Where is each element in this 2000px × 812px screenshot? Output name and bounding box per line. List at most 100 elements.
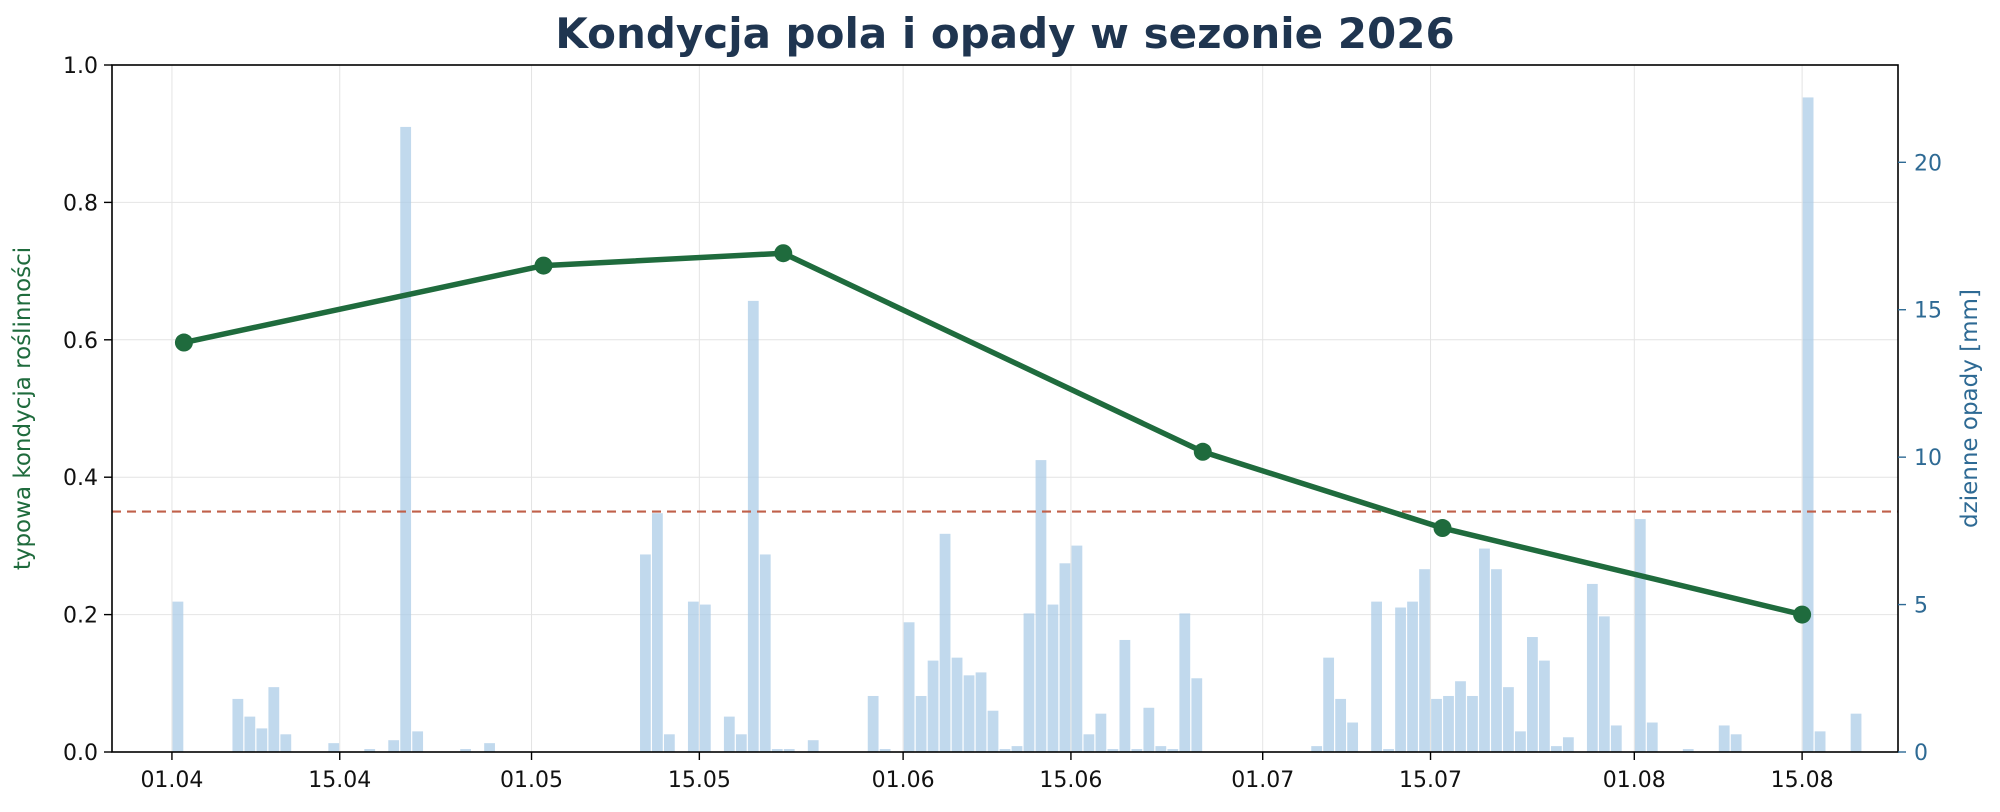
rain-bar	[172, 601, 184, 752]
y-left-tick-label: 0.6	[63, 329, 98, 354]
y-right-tick-label: 10	[1914, 446, 1942, 471]
y-left-tick-label: 0.4	[63, 466, 98, 491]
rain-bar	[939, 533, 951, 752]
rain-bar	[1814, 731, 1826, 752]
condition-point	[774, 244, 793, 263]
condition-line	[181, 250, 1805, 618]
rain-bar	[232, 698, 244, 752]
rain-bar	[1335, 698, 1347, 752]
rain-bar	[1395, 607, 1406, 752]
rain-bar	[1730, 734, 1742, 752]
rain-bar	[723, 716, 735, 752]
rain-bar	[400, 126, 412, 752]
rain-bar	[1023, 613, 1035, 752]
rain-bar	[364, 749, 376, 752]
x-tick-label: 01.05	[500, 768, 563, 793]
rain-bar	[1059, 563, 1071, 752]
rain-bar	[915, 695, 927, 752]
rain-bar	[1407, 601, 1418, 752]
rain-bar	[1071, 545, 1083, 752]
y-right-axis-label: dzienne opady [mm]	[1957, 289, 1983, 528]
grid-lines	[112, 64, 1898, 753]
rain-bar	[699, 604, 711, 752]
y-left-tick-label: 1.0	[63, 54, 98, 79]
rain-bar	[1479, 548, 1490, 752]
x-tick-label: 15.04	[308, 768, 371, 793]
rain-bar	[867, 695, 879, 752]
x-tick-label: 01.06	[872, 768, 935, 793]
rain-bar	[1539, 660, 1550, 752]
rain-bar	[640, 554, 651, 752]
rain-bar	[1850, 713, 1862, 752]
x-tick-label: 15.05	[668, 768, 731, 793]
rain-bar	[1131, 749, 1143, 752]
rain-bar	[687, 601, 699, 752]
rain-bar	[1527, 637, 1538, 752]
rain-bar	[759, 554, 771, 752]
rain-bar	[747, 300, 759, 752]
rain-bar	[1503, 687, 1514, 752]
rain-bar	[1167, 749, 1179, 752]
rain-bar	[1107, 749, 1119, 752]
rain-bar	[460, 749, 471, 752]
rain-bar	[1491, 569, 1502, 752]
axes: 0.0 0.2 0.4 0.6 0.8 1.0 0 5 10 15 20 01.04 15.04 01.0…	[63, 54, 1942, 793]
rain-bar	[1323, 657, 1335, 752]
x-tick-label: 01.08	[1603, 768, 1666, 793]
rain-bar	[1383, 749, 1394, 752]
condition-point	[1793, 605, 1812, 624]
rain-bar	[244, 716, 256, 752]
rain-bar	[1610, 725, 1622, 752]
rain-bar	[1035, 460, 1047, 752]
rain-bar	[328, 743, 340, 752]
rain-bar	[999, 749, 1011, 752]
rain-bar	[256, 728, 268, 752]
rain-bar	[1682, 749, 1694, 752]
condition-point	[534, 256, 553, 275]
y-left-axis-label: typowa kondycja roślinności	[10, 247, 36, 570]
rain-bar	[1718, 725, 1730, 752]
y-left-tick-label: 0.2	[63, 604, 98, 629]
rain-bar	[1143, 707, 1155, 752]
rain-bar	[1371, 601, 1382, 752]
rain-bar	[1515, 731, 1526, 752]
rain-bar	[735, 734, 747, 752]
rain-bar	[1347, 722, 1359, 752]
rain-bar	[951, 657, 963, 752]
rain-bar	[1095, 713, 1107, 752]
rain-bars	[172, 97, 1862, 753]
rain-bar	[771, 749, 783, 752]
rain-bar	[879, 749, 891, 752]
rain-bar	[1419, 569, 1430, 752]
x-tick-label: 15.07	[1399, 768, 1462, 793]
rain-bar	[807, 740, 819, 752]
rain-bar	[280, 734, 292, 752]
rain-bar	[1550, 746, 1562, 752]
rain-bar	[1155, 746, 1167, 752]
rain-bar	[1443, 695, 1454, 752]
x-tick-label: 15.08	[1771, 768, 1834, 793]
rain-bar	[1431, 698, 1442, 752]
rain-bar	[1119, 639, 1131, 752]
rain-bar	[1562, 737, 1574, 752]
rain-bar	[1455, 681, 1466, 752]
rain-bar	[1011, 746, 1023, 752]
rain-bar	[1802, 97, 1814, 753]
condition-series	[174, 244, 1812, 624]
rain-bar	[1634, 519, 1646, 752]
rain-bar	[1191, 678, 1203, 752]
rain-bar	[1586, 583, 1598, 752]
x-tick-label: 01.07	[1231, 768, 1294, 793]
x-tick-label: 15.06	[1039, 768, 1102, 793]
rain-bar	[412, 731, 424, 752]
rain-bar	[651, 513, 663, 752]
y-right-tick-label: 20	[1914, 151, 1942, 176]
rain-bar	[268, 687, 280, 752]
y-left-tick-label: 0.0	[63, 741, 98, 766]
rain-bar	[963, 675, 975, 752]
rain-bar	[663, 734, 675, 752]
rain-bar	[1083, 734, 1095, 752]
x-tick-label: 01.04	[140, 768, 203, 793]
y-right-tick-label: 0	[1914, 741, 1928, 766]
